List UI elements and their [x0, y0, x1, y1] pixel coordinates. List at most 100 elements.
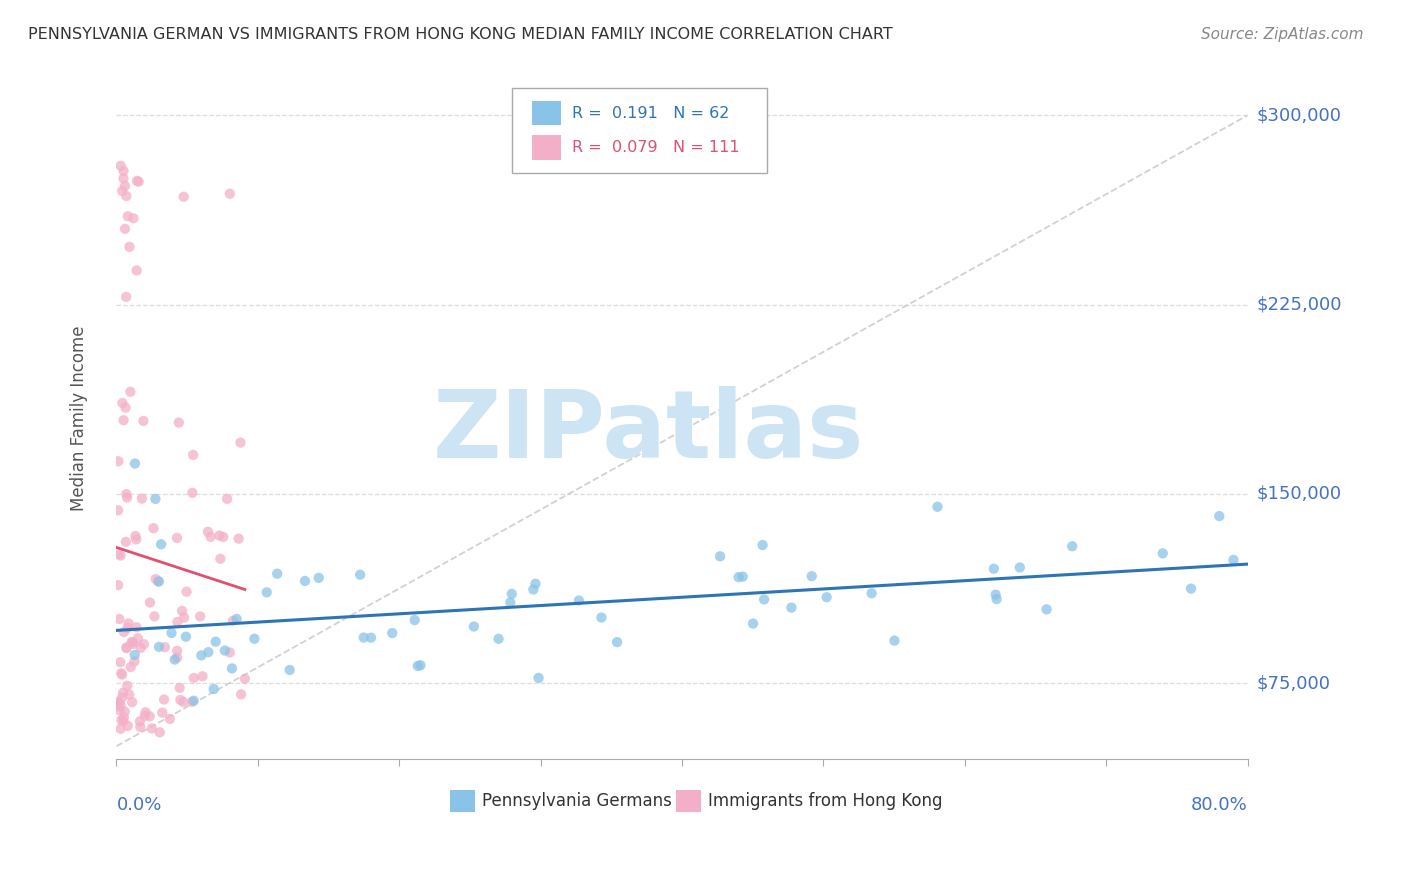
Point	[217, 491, 239, 506]
Point	[129, 640, 152, 655]
Point	[111, 667, 134, 681]
Point	[114, 178, 136, 193]
Point	[225, 612, 247, 626]
Point	[114, 401, 136, 415]
Point	[150, 537, 173, 551]
Point	[146, 574, 169, 589]
Point	[218, 645, 240, 659]
Point	[121, 635, 143, 649]
Point	[132, 414, 155, 428]
Point	[107, 695, 129, 709]
Point	[229, 435, 252, 450]
Point	[125, 620, 148, 634]
Point	[176, 584, 198, 599]
Point	[112, 710, 135, 724]
Point	[233, 672, 256, 686]
Point	[107, 699, 129, 714]
Point	[124, 648, 146, 662]
Point	[606, 635, 628, 649]
Point	[107, 454, 129, 468]
Point	[188, 609, 211, 624]
Point	[134, 709, 156, 723]
Text: Median Family Income: Median Family Income	[70, 326, 89, 511]
Point	[108, 697, 131, 711]
Point	[218, 186, 240, 201]
Text: 80.0%: 80.0%	[1191, 797, 1247, 814]
Point	[1208, 509, 1230, 524]
Point	[115, 290, 138, 304]
Point	[524, 576, 547, 591]
Point	[200, 530, 222, 544]
Point	[568, 593, 591, 607]
Point	[117, 719, 139, 733]
Text: 0.0%: 0.0%	[117, 797, 162, 814]
Point	[118, 688, 141, 702]
Point	[110, 655, 132, 669]
Point	[860, 586, 883, 600]
Point	[815, 591, 838, 605]
Point	[166, 615, 188, 629]
Point	[159, 712, 181, 726]
Point	[149, 725, 172, 739]
Point	[153, 692, 176, 706]
Point	[111, 184, 134, 198]
Text: R =  0.079   N = 111: R = 0.079 N = 111	[572, 140, 740, 155]
Point	[107, 578, 129, 592]
Point	[499, 595, 522, 609]
Point	[112, 625, 135, 640]
Point	[120, 660, 142, 674]
Point	[166, 644, 188, 658]
Point	[183, 671, 205, 685]
Point	[111, 396, 134, 410]
Point	[1152, 546, 1174, 560]
Point	[125, 174, 148, 188]
Point	[353, 631, 375, 645]
Point	[986, 592, 1008, 607]
Point	[124, 457, 146, 471]
Point	[122, 211, 145, 226]
Point	[214, 643, 236, 657]
Point	[209, 551, 232, 566]
Point	[1035, 602, 1057, 616]
Point	[110, 159, 132, 173]
Point	[406, 659, 429, 673]
Point	[120, 384, 142, 399]
Point	[107, 503, 129, 517]
Point	[181, 695, 204, 709]
Point	[170, 604, 193, 618]
Point	[983, 562, 1005, 576]
Point	[110, 549, 132, 563]
Point	[115, 534, 138, 549]
Text: ZIPatlas: ZIPatlas	[433, 385, 863, 478]
Point	[228, 532, 250, 546]
Text: PENNSYLVANIA GERMAN VS IMMIGRANTS FROM HONG KONG MEDIAN FAMILY INCOME CORRELATIO: PENNSYLVANIA GERMAN VS IMMIGRANTS FROM H…	[28, 27, 893, 42]
Point	[143, 609, 166, 624]
Point	[111, 690, 134, 705]
Point	[115, 487, 138, 501]
Point	[266, 566, 288, 581]
Point	[129, 720, 152, 734]
Point	[127, 632, 149, 646]
Point	[128, 175, 150, 189]
Point	[1062, 539, 1084, 553]
Point	[181, 448, 204, 462]
Point	[709, 549, 731, 564]
Point	[780, 600, 803, 615]
Point	[112, 413, 135, 427]
Point	[128, 714, 150, 729]
Point	[110, 698, 132, 713]
Point	[110, 722, 132, 736]
Point	[278, 663, 301, 677]
Point	[108, 703, 131, 717]
Point	[145, 491, 167, 506]
Point	[142, 521, 165, 535]
Point	[160, 626, 183, 640]
Text: $300,000: $300,000	[1257, 106, 1341, 124]
Point	[181, 485, 204, 500]
Point	[1222, 553, 1244, 567]
Point	[256, 585, 278, 599]
Point	[134, 706, 156, 720]
Point	[591, 610, 613, 624]
Point	[174, 630, 197, 644]
Point	[117, 209, 139, 223]
